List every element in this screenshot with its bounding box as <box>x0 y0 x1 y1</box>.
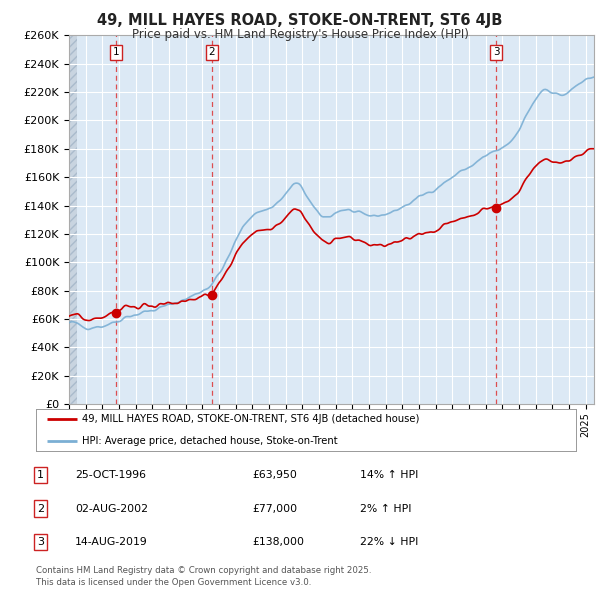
Text: HPI: Average price, detached house, Stoke-on-Trent: HPI: Average price, detached house, Stok… <box>82 436 338 445</box>
Text: 3: 3 <box>493 47 499 57</box>
Text: 3: 3 <box>37 537 44 546</box>
Text: £138,000: £138,000 <box>252 537 304 546</box>
Text: 22% ↓ HPI: 22% ↓ HPI <box>360 537 418 546</box>
Text: 1: 1 <box>37 470 44 480</box>
Text: £77,000: £77,000 <box>252 504 297 513</box>
Text: 49, MILL HAYES ROAD, STOKE-ON-TRENT, ST6 4JB: 49, MILL HAYES ROAD, STOKE-ON-TRENT, ST6… <box>97 13 503 28</box>
Text: 1: 1 <box>113 47 119 57</box>
Text: Contains HM Land Registry data © Crown copyright and database right 2025.
This d: Contains HM Land Registry data © Crown c… <box>36 566 371 587</box>
Text: 14% ↑ HPI: 14% ↑ HPI <box>360 470 418 480</box>
Text: Price paid vs. HM Land Registry's House Price Index (HPI): Price paid vs. HM Land Registry's House … <box>131 28 469 41</box>
Text: 2% ↑ HPI: 2% ↑ HPI <box>360 504 412 513</box>
Text: 25-OCT-1996: 25-OCT-1996 <box>75 470 146 480</box>
Bar <box>69 35 77 404</box>
Text: 2: 2 <box>37 504 44 513</box>
Text: 02-AUG-2002: 02-AUG-2002 <box>75 504 148 513</box>
Text: 14-AUG-2019: 14-AUG-2019 <box>75 537 148 546</box>
Text: 49, MILL HAYES ROAD, STOKE-ON-TRENT, ST6 4JB (detached house): 49, MILL HAYES ROAD, STOKE-ON-TRENT, ST6… <box>82 415 419 424</box>
Text: 2: 2 <box>209 47 215 57</box>
Text: £63,950: £63,950 <box>252 470 297 480</box>
